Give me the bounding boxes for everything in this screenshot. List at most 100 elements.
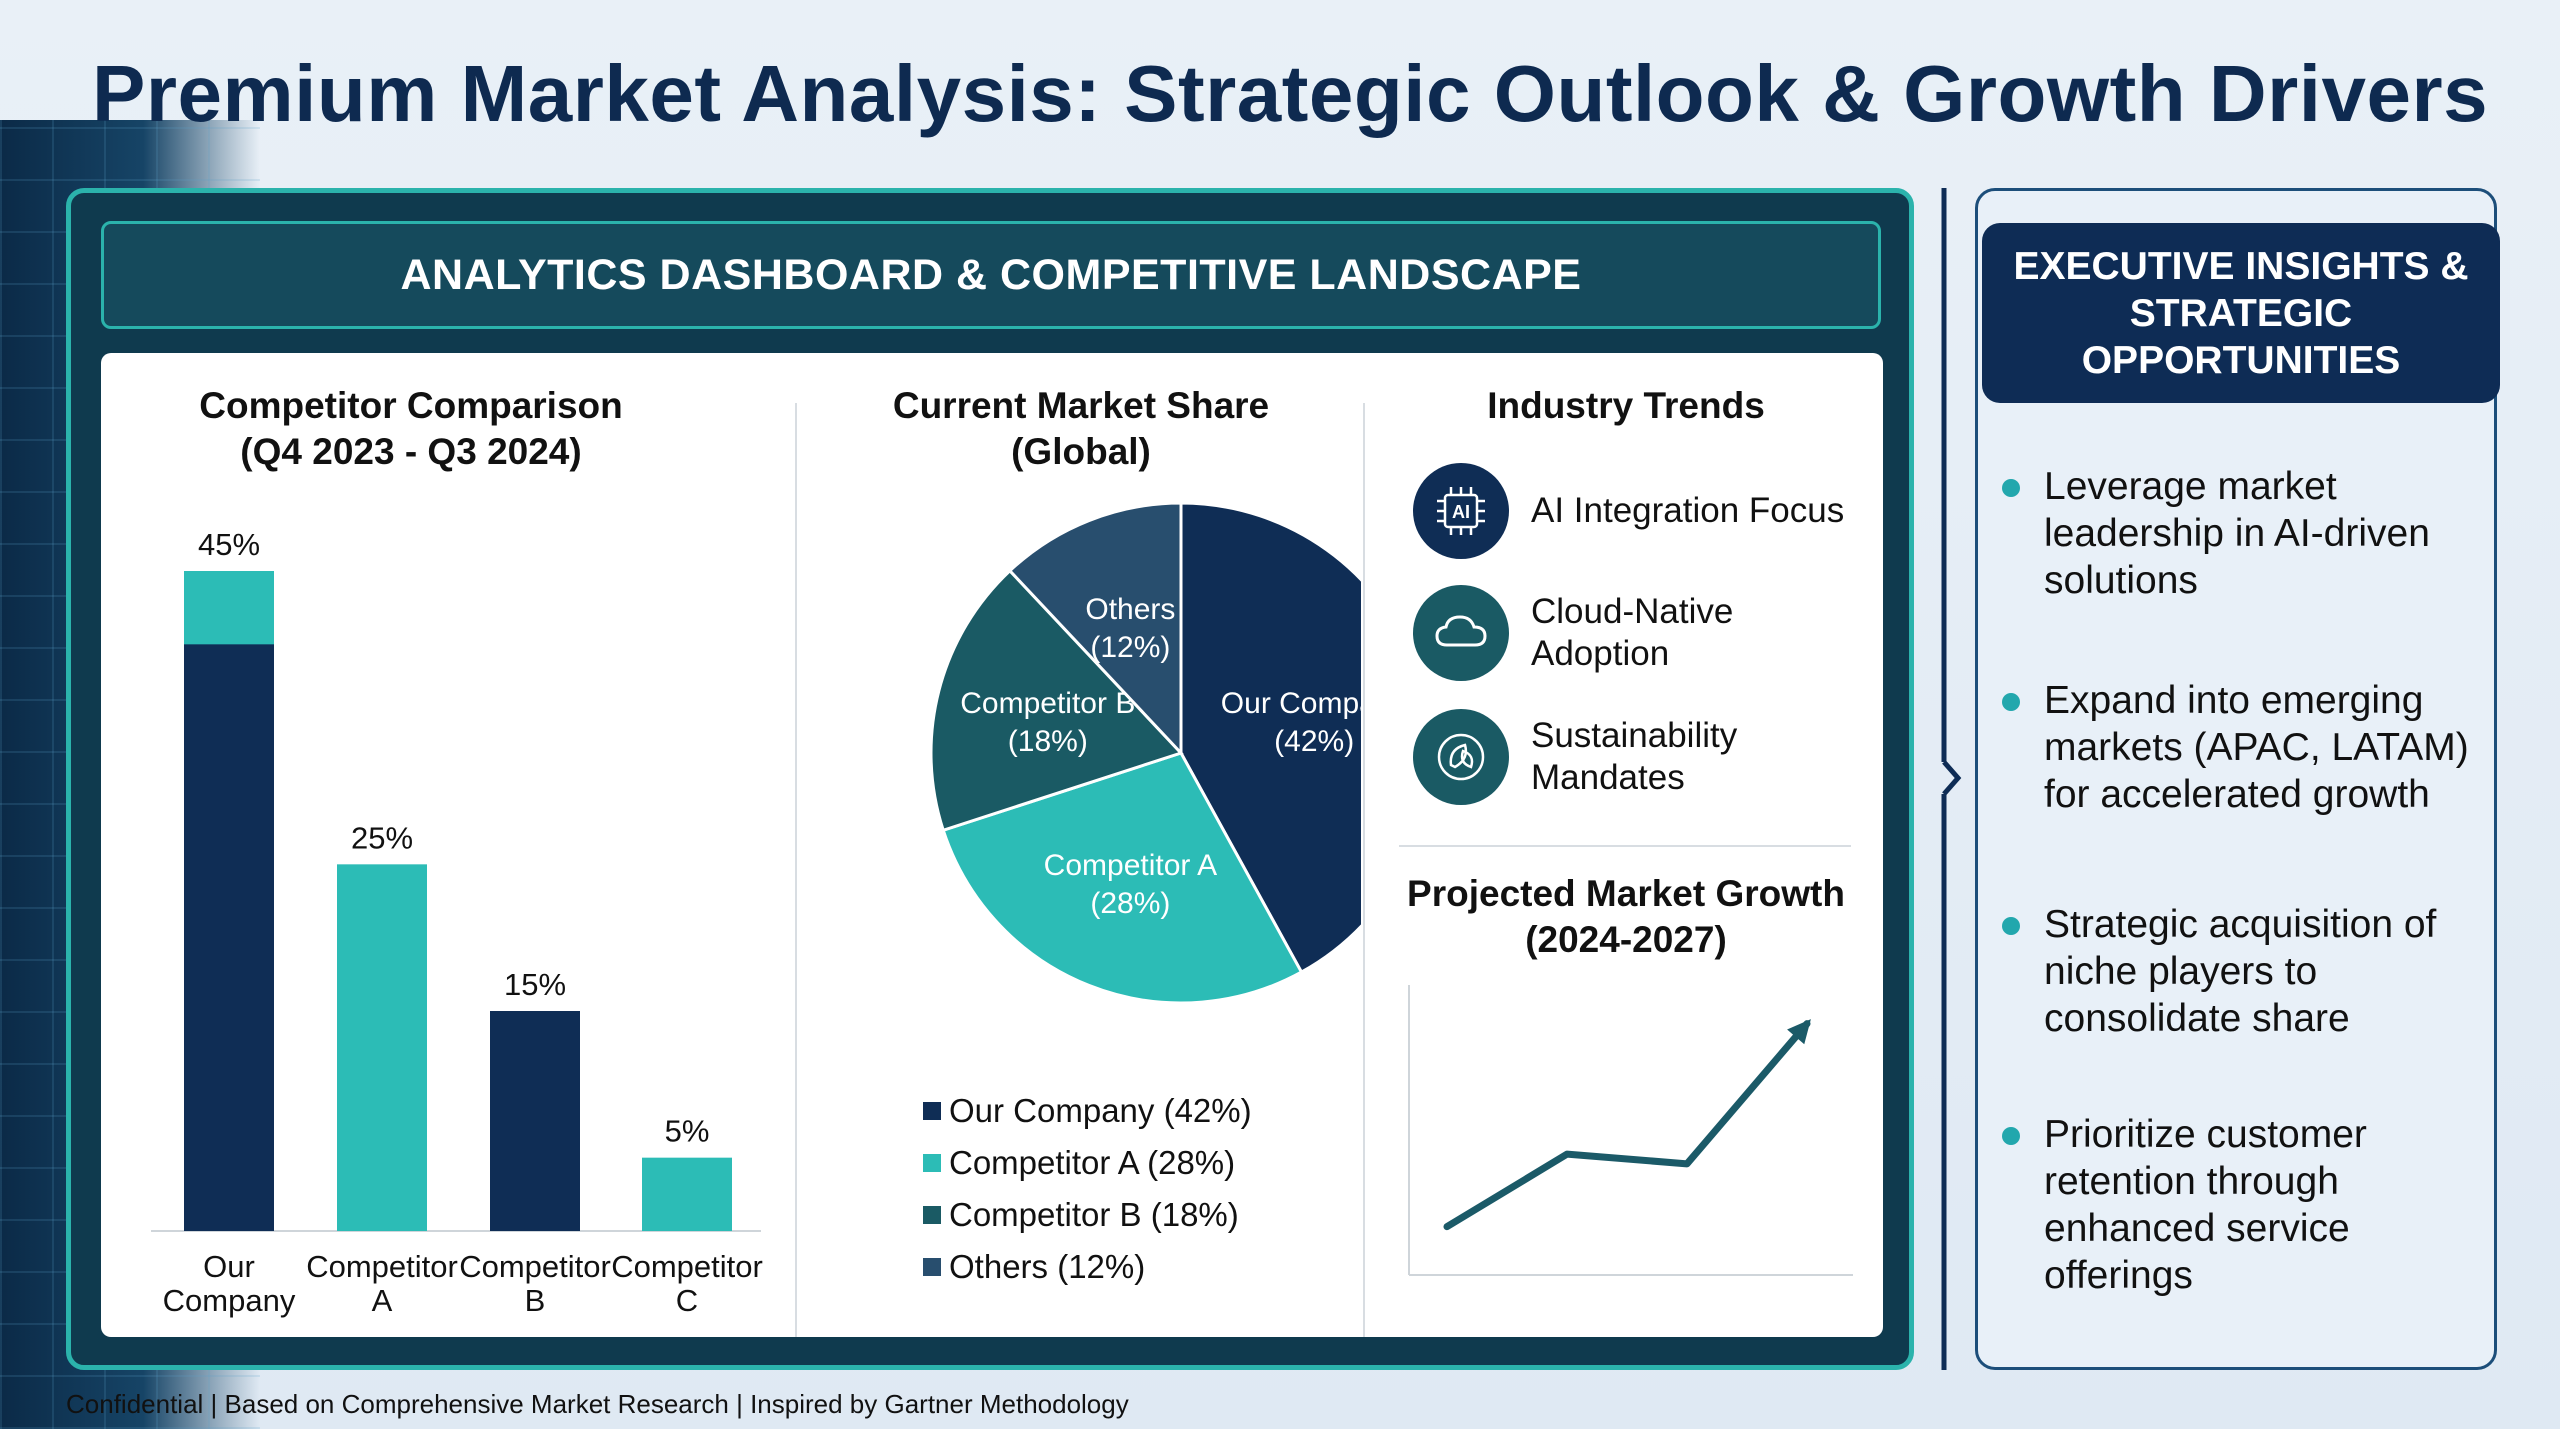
bar [337, 864, 427, 1231]
pie-slice-label: Our Company [1221, 687, 1361, 720]
bar [642, 1157, 732, 1231]
bar-value-label: 25% [351, 820, 413, 855]
bar-value-label: 45% [198, 527, 260, 562]
insight-line: Leverage market [2044, 465, 2337, 508]
insights-header-line: STRATEGIC [2129, 291, 2353, 335]
legend-swatch [923, 1102, 941, 1120]
insight-text: Expand into emerging markets (APAC, LATA… [2044, 677, 2469, 818]
trend-label-line: Mandates [1531, 758, 1685, 797]
insight-line: retention through [2044, 1160, 2339, 1203]
bar-category-label: C [676, 1283, 698, 1318]
legend-item: Competitor B (18%) [923, 1189, 1252, 1241]
competitor-title-line-1: Competitor Comparison [199, 385, 623, 426]
analytics-dashboard-panel: ANALYTICS DASHBOARD & COMPETITIVE LANDSC… [66, 188, 1914, 1370]
bullet-icon [2002, 1127, 2020, 1145]
column-divider [1363, 403, 1365, 1337]
legend-item: Others (12%) [923, 1241, 1252, 1293]
cloud-icon [1413, 585, 1509, 681]
insight-item: Strategic acquisition of niche players t… [2002, 901, 2482, 1042]
insight-line: Prioritize customer [2044, 1113, 2367, 1156]
pie-slice-value: (42%) [1274, 725, 1354, 758]
trend-label-line: Cloud-Native [1531, 592, 1734, 631]
insight-line: offerings [2044, 1254, 2193, 1297]
insights-header-line: OPPORTUNITIES [2081, 338, 2401, 382]
insight-line: Expand into emerging [2044, 679, 2424, 722]
trend-label: Cloud-Native Adoption [1531, 591, 1733, 675]
bullet-icon [2002, 693, 2020, 711]
pie-slice-label: Others [1085, 593, 1175, 626]
legend-label: Competitor B (18%) [949, 1196, 1239, 1233]
trend-item-ai: AI AI Integration Focus [1413, 463, 1844, 559]
growth-title-line-2: (2024-2027) [1525, 919, 1727, 960]
share-title-line-2: (Global) [1011, 431, 1151, 472]
pie-slice [929, 568, 1184, 833]
industry-trends-title: Industry Trends [1487, 385, 1765, 426]
ai-chip-icon: AI [1413, 463, 1509, 559]
insight-line: Strategic acquisition of [2044, 903, 2437, 946]
dashboard-body: Competitor Comparison (Q4 2023 - Q3 2024… [101, 353, 1883, 1337]
trend-item-cloud: Cloud-Native Adoption [1413, 585, 1733, 681]
competitor-comparison-title: Competitor Comparison (Q4 2023 - Q3 2024… [141, 383, 681, 475]
svg-text:AI: AI [1452, 502, 1470, 522]
market-share-title: Current Market Share (Global) [861, 383, 1301, 475]
bullet-icon [2002, 917, 2020, 935]
insight-line: for accelerated growth [2044, 773, 2430, 816]
footer-note: Confidential | Based on Comprehensive Ma… [66, 1389, 1129, 1419]
bullet-icon [2002, 479, 2020, 497]
column-divider [795, 403, 797, 1337]
trend-label: AI Integration Focus [1531, 491, 1845, 530]
executive-insights-panel: EXECUTIVE INSIGHTS & STRATEGIC OPPORTUNI… [1975, 188, 2500, 1370]
bracket-separator [1941, 188, 1962, 1370]
bar-category-label: Competitor [459, 1249, 611, 1284]
trend-label-line: Adoption [1531, 634, 1670, 673]
dashboard-header: ANALYTICS DASHBOARD & COMPETITIVE LANDSC… [101, 221, 1881, 329]
bar [490, 1011, 580, 1231]
section-divider [1399, 845, 1851, 847]
pie-legend: Our Company (42%) Competitor A (28%) Com… [923, 1085, 1252, 1293]
legend-item: Competitor A (28%) [923, 1137, 1252, 1189]
page-title: Premium Market Analysis: Strategic Outlo… [92, 49, 2489, 138]
competitor-title-line-2: (Q4 2023 - Q3 2024) [240, 431, 582, 472]
bar-value-label: 5% [665, 1114, 710, 1149]
bar-category-label: A [372, 1283, 393, 1318]
pie-slice [1007, 503, 1183, 757]
insight-item: Leverage market leadership in AI-driven … [2002, 463, 2482, 604]
pie-slice-label: Competitor B [960, 687, 1135, 720]
bar-value-label: 15% [504, 967, 566, 1002]
growth-title-line-1: Projected Market Growth [1407, 873, 1845, 914]
trend-label: Sustainability Mandates [1531, 715, 1737, 799]
insight-line: solutions [2044, 559, 2198, 602]
legend-swatch [923, 1154, 941, 1172]
legend-label: Our Company (42%) [949, 1092, 1252, 1129]
legend-item: Our Company (42%) [923, 1085, 1252, 1137]
market-share-pie-chart: Our Company (42%) Competitor A (28%) Competi… [929, 503, 1361, 1005]
pie-slice [1179, 503, 1361, 975]
projected-growth-title: Projected Market Growth (2024-2027) [1401, 871, 1851, 963]
insights-header: EXECUTIVE INSIGHTS & STRATEGIC OPPORTUNI… [1982, 223, 2500, 403]
insight-text: Prioritize customer retention through en… [2044, 1111, 2367, 1299]
pie-slice-value: (28%) [1090, 887, 1170, 920]
insight-line: consolidate share [2044, 997, 2350, 1040]
bar-category-label: Our [203, 1249, 255, 1284]
leaf-icon [1413, 709, 1509, 805]
bar [184, 571, 274, 1231]
bar-category-label: Company [163, 1283, 296, 1318]
trend-label-line: Sustainability [1531, 716, 1738, 755]
bar-category-label: B [525, 1283, 546, 1318]
pie-slice-value: (18%) [1008, 725, 1088, 758]
projected-growth-line-chart [1408, 985, 1853, 1276]
growth-line [1443, 1020, 1811, 1231]
insight-line: niche players to [2044, 950, 2318, 993]
insight-line: enhanced service [2044, 1207, 2350, 1250]
bar-category-label: Competitor [306, 1249, 458, 1284]
pie-slice-label: Competitor A [1044, 849, 1217, 882]
insight-line: leadership in AI-driven [2044, 512, 2430, 555]
legend-swatch [923, 1258, 941, 1276]
share-title-line-1: Current Market Share [892, 385, 1270, 426]
pie-slice-value: (12%) [1090, 631, 1170, 664]
bar-category-label: Competitor [611, 1249, 763, 1284]
insight-text: Strategic acquisition of niche players t… [2044, 901, 2436, 1042]
legend-swatch [923, 1206, 941, 1224]
bar-highlight-segment [184, 571, 274, 645]
insights-header-line: EXECUTIVE INSIGHTS & [2013, 244, 2469, 288]
